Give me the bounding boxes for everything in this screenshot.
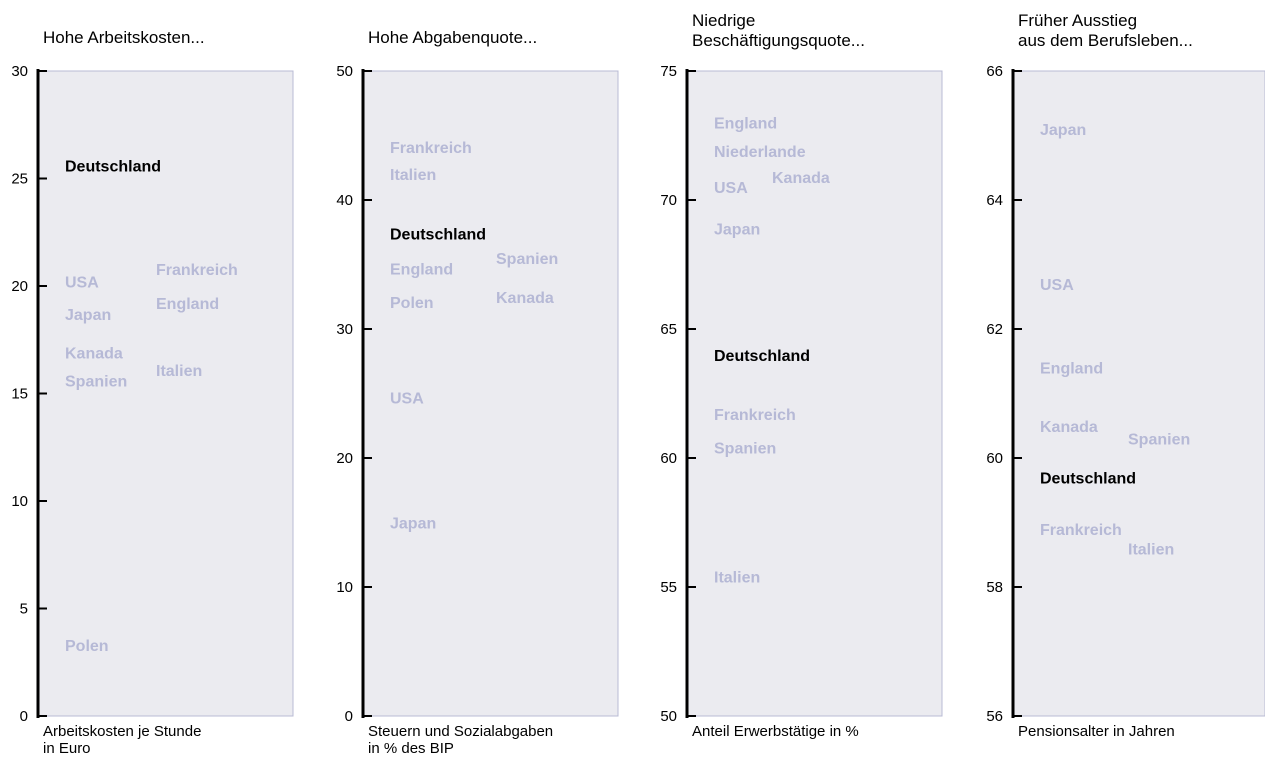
data-point-label: Deutschland (65, 159, 161, 176)
data-point-label: Japan (390, 516, 436, 533)
y-tick-label: 64 (986, 192, 1003, 209)
axis-caption: Arbeitskosten je Stunde (43, 723, 201, 740)
y-tick-label: 66 (986, 63, 1003, 80)
chart-title: Früher Ausstieg (1018, 11, 1137, 30)
data-point-label: Deutschland (714, 348, 810, 365)
axis-caption: Steuern und Sozialabgaben (368, 723, 553, 740)
y-tick-label: 58 (986, 579, 1003, 596)
y-tick-label: 25 (11, 171, 28, 188)
y-tick-label: 62 (986, 321, 1003, 338)
data-point-label: Frankreich (390, 140, 472, 157)
y-tick-label: 56 (986, 708, 1003, 725)
data-point-label: Japan (1040, 122, 1086, 139)
axis-caption: Pensionsalter in Jahren (1018, 723, 1175, 740)
data-point-label: Kanada (772, 170, 830, 187)
y-tick-label: 50 (660, 708, 677, 725)
data-point-label: Spanien (714, 441, 776, 458)
data-point-label: Spanien (1128, 432, 1190, 449)
data-point-label: Frankreich (1040, 522, 1122, 539)
data-point-label: USA (714, 180, 748, 197)
data-point-label: Deutschland (1040, 470, 1136, 487)
y-tick-label: 5 (20, 601, 28, 618)
chart-title: aus dem Berufsleben... (1018, 31, 1193, 50)
y-tick-label: 15 (11, 386, 28, 403)
y-tick-label: 40 (336, 192, 353, 209)
data-point-label: USA (390, 390, 424, 407)
data-point-label: Kanada (496, 290, 554, 307)
data-point-label: Japan (65, 307, 111, 324)
data-point-label: USA (65, 275, 99, 292)
y-tick-label: 50 (336, 63, 353, 80)
y-tick-label: 10 (336, 579, 353, 596)
chart-title: Niedrige (692, 11, 755, 30)
plot-area (37, 70, 294, 717)
y-tick-label: 30 (11, 63, 28, 80)
y-tick-label: 65 (660, 321, 677, 338)
plot-area (686, 70, 943, 717)
y-tick-label: 30 (336, 321, 353, 338)
data-point-label: Frankreich (156, 262, 238, 279)
plot-area (1012, 70, 1265, 717)
data-point-label: Italien (390, 167, 436, 184)
y-tick-label: 75 (660, 63, 677, 80)
data-point-label: England (1040, 361, 1103, 378)
data-point-label: Japan (714, 221, 760, 238)
y-tick-label: 60 (660, 450, 677, 467)
axis-caption: in Euro (43, 740, 91, 757)
data-point-label: Italien (714, 570, 760, 587)
y-tick-label: 70 (660, 192, 677, 209)
plot-area (362, 70, 619, 717)
data-point-label: Spanien (496, 251, 558, 268)
data-point-label: Kanada (65, 346, 123, 363)
data-point-label: Polen (65, 638, 109, 655)
chart-title: Hohe Abgabenquote... (368, 28, 537, 47)
y-tick-label: 60 (986, 450, 1003, 467)
data-point-label: England (156, 296, 219, 313)
chart-title: Beschäftigungsquote... (692, 31, 865, 50)
axis-caption: in % des BIP (368, 740, 454, 757)
data-point-label: England (714, 116, 777, 133)
data-point-label: Italien (156, 363, 202, 380)
data-point-label: Polen (390, 295, 434, 312)
data-point-label: Deutschland (390, 227, 486, 244)
y-tick-label: 10 (11, 493, 28, 510)
y-tick-label: 20 (11, 278, 28, 295)
data-point-label: England (390, 261, 453, 278)
data-point-label: USA (1040, 277, 1074, 294)
data-point-label: Frankreich (714, 407, 796, 424)
data-point-label: Kanada (1040, 419, 1098, 436)
chart-title: Hohe Arbeitskosten... (43, 28, 205, 47)
axis-caption: Anteil Erwerbstätige in % (692, 723, 859, 740)
y-tick-label: 0 (20, 708, 28, 725)
data-point-label: Niederlande (714, 144, 806, 161)
y-tick-label: 55 (660, 579, 677, 596)
data-point-label: Italien (1128, 541, 1174, 558)
data-point-label: Spanien (65, 374, 127, 391)
y-tick-label: 20 (336, 450, 353, 467)
y-tick-label: 0 (345, 708, 353, 725)
